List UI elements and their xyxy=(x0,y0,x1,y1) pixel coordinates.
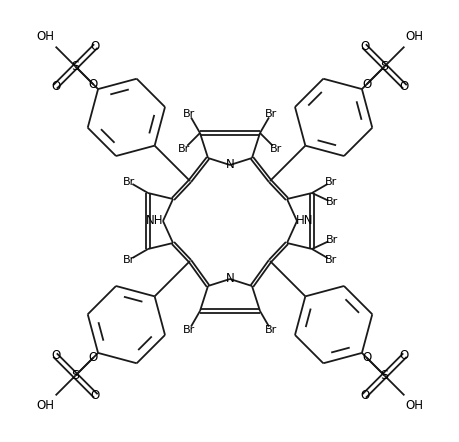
Text: O: O xyxy=(361,351,370,364)
Text: Br: Br xyxy=(264,325,276,335)
Text: OH: OH xyxy=(404,399,422,412)
Text: Br: Br xyxy=(264,109,276,119)
Text: S: S xyxy=(71,60,79,73)
Text: O: O xyxy=(89,351,98,364)
Text: Br: Br xyxy=(324,255,336,265)
Text: OH: OH xyxy=(37,30,55,43)
Text: Br: Br xyxy=(183,325,195,335)
Text: Br: Br xyxy=(123,255,135,265)
Text: O: O xyxy=(51,349,60,362)
Text: Br: Br xyxy=(269,144,281,153)
Text: Br: Br xyxy=(324,177,336,187)
Text: O: O xyxy=(90,389,100,402)
Text: Br: Br xyxy=(123,177,135,187)
Text: O: O xyxy=(51,80,60,93)
Text: O: O xyxy=(399,80,408,93)
Text: S: S xyxy=(71,369,79,382)
Text: O: O xyxy=(89,78,98,91)
Text: O: O xyxy=(359,389,369,402)
Text: S: S xyxy=(380,369,388,382)
Text: OH: OH xyxy=(404,30,422,43)
Text: O: O xyxy=(90,40,100,53)
Text: Br: Br xyxy=(325,235,337,245)
Text: N: N xyxy=(225,273,234,286)
Text: O: O xyxy=(359,40,369,53)
Text: N: N xyxy=(225,159,234,171)
Text: HN: HN xyxy=(296,214,313,228)
Text: Br: Br xyxy=(325,197,337,207)
Text: OH: OH xyxy=(37,399,55,412)
Text: Br: Br xyxy=(178,144,190,153)
Text: O: O xyxy=(399,349,408,362)
Text: S: S xyxy=(380,60,388,73)
Text: O: O xyxy=(361,78,370,91)
Text: Br: Br xyxy=(183,109,195,119)
Text: NH: NH xyxy=(146,214,163,228)
